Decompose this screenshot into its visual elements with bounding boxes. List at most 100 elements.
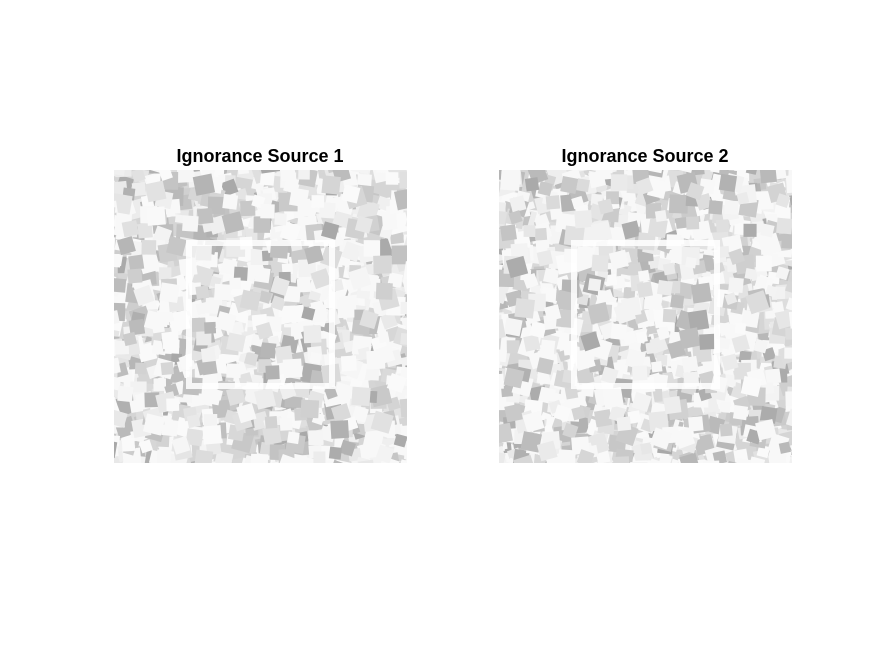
texture-tile: [587, 301, 610, 325]
texture-tile: [377, 331, 390, 344]
texture-tile: [253, 216, 271, 233]
texture-tile: [391, 245, 407, 265]
texture-tile: [214, 283, 232, 301]
texture-tile: [499, 318, 506, 341]
texture-tile: [262, 425, 282, 446]
texture-tile: [731, 334, 750, 353]
texture-tile: [536, 249, 554, 267]
texture-tile: [129, 399, 144, 414]
texture-tile: [499, 348, 508, 363]
texture-tile: [514, 297, 536, 319]
texture-tile: [636, 281, 653, 298]
texture-tile: [509, 195, 527, 213]
texture-tile: [186, 414, 201, 429]
texture-tile: [755, 419, 777, 441]
texture-tile: [261, 250, 273, 262]
texture-tile: [143, 310, 165, 332]
texture-tile: [204, 321, 217, 334]
texture-tile: [260, 342, 277, 359]
texture-tile: [650, 427, 673, 450]
texture-tile: [536, 440, 558, 462]
texture-tile: [662, 308, 677, 323]
texture-tile: [375, 282, 393, 300]
texture-tile: [159, 267, 172, 280]
texture-tile: [393, 187, 407, 211]
texture-tile: [500, 224, 517, 242]
texture-tile: [270, 276, 290, 297]
texture-tile: [580, 331, 601, 352]
texture-tile: [591, 254, 609, 272]
texture-tile: [138, 439, 153, 454]
texture-tile: [304, 244, 324, 265]
texture-tile: [283, 285, 301, 303]
texture-tile: [736, 191, 750, 205]
texture-tile: [571, 406, 586, 421]
texture-tile: [785, 297, 792, 313]
texture-tile: [127, 268, 143, 284]
texture-tile: [508, 210, 523, 225]
texture-tile: [785, 408, 792, 430]
texture-tile: [505, 255, 529, 279]
texture-tile: [141, 239, 157, 255]
texture-tile: [122, 331, 137, 347]
ignorance-source-2-image: [499, 170, 792, 463]
texture-tile: [221, 211, 245, 234]
texture-tile: [301, 306, 316, 321]
texture-tile: [687, 309, 710, 331]
texture-tile: [778, 441, 791, 454]
texture-tile: [765, 368, 782, 385]
texture-tile: [330, 403, 352, 424]
texture-tile: [229, 277, 242, 290]
texture-tile: [279, 417, 293, 431]
texture-tile: [745, 290, 770, 315]
texture-tile: [309, 304, 328, 323]
texture-tile: [393, 433, 407, 448]
texture-tile: [281, 263, 294, 275]
texture-tile: [776, 207, 791, 222]
texture-tile: [202, 425, 222, 445]
texture-tile: [156, 449, 172, 463]
texture-tile: [303, 325, 322, 344]
texture-tile: [553, 404, 572, 422]
texture-tile: [679, 452, 700, 463]
texture-tile: [640, 442, 653, 455]
texture-tile: [754, 276, 768, 289]
texture-tile: [610, 174, 628, 191]
texture-tile: [715, 219, 730, 233]
texture-tile: [732, 405, 749, 421]
texture-tile: [574, 210, 593, 229]
texture-tile: [735, 458, 751, 463]
texture-tile: [297, 258, 317, 278]
texture-tile: [785, 280, 792, 294]
texture-tile: [195, 285, 210, 300]
texture-tile: [678, 327, 701, 350]
texture-tile: [675, 217, 688, 229]
texture-tile: [512, 454, 536, 463]
texture-tile: [635, 177, 654, 196]
texture-tile: [264, 415, 278, 429]
texture-tile: [648, 410, 669, 432]
texture-tile: [191, 265, 215, 288]
texture-tile: [226, 332, 246, 353]
texture-tile: [576, 449, 595, 463]
texture-tile: [404, 446, 407, 460]
texture-tile: [734, 322, 747, 335]
texture-tile: [161, 331, 180, 350]
texture-tile: [728, 248, 745, 265]
texture-tile: [363, 240, 381, 257]
texture-tile: [560, 176, 579, 194]
texture-tile: [754, 190, 774, 210]
texture-tile: [593, 409, 613, 428]
texture-tile: [690, 282, 712, 304]
inner-square-frame: [571, 240, 720, 389]
texture-tile: [400, 332, 407, 346]
texture-tile: [523, 225, 536, 237]
texture-tile: [282, 358, 303, 379]
texture-tile: [153, 378, 167, 391]
texture-tile: [375, 344, 396, 365]
texture-tile: [587, 278, 602, 292]
texture-tile: [354, 215, 373, 234]
texture-tile: [237, 170, 250, 175]
texture-tile: [741, 309, 760, 329]
texture-tile: [572, 348, 596, 372]
